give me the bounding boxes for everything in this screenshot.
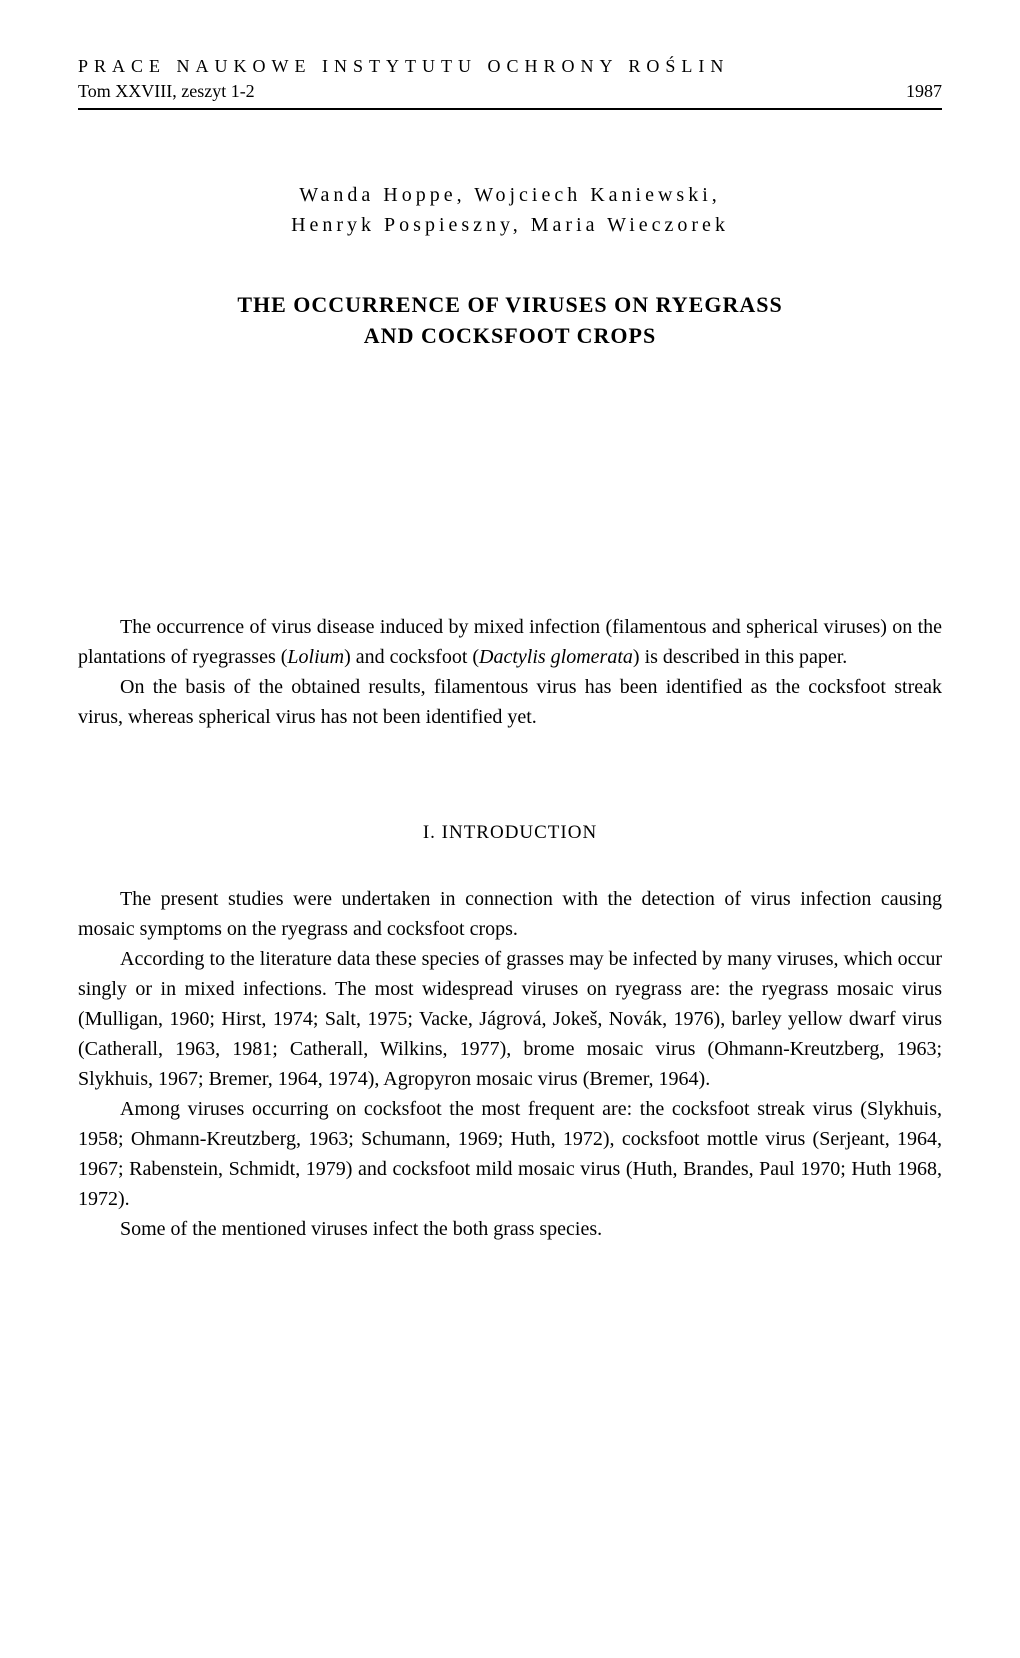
title-line-2: AND COCKSFOOT CROPS — [78, 321, 942, 352]
abstract-block: The occurrence of virus disease induced … — [78, 612, 942, 732]
title-line-1: THE OCCURRENCE OF VIRUSES ON RYEGRASS — [78, 290, 942, 321]
abstract-p1-i1: Lolium — [287, 646, 344, 668]
abstract-p2: On the basis of the obtained results, fi… — [78, 672, 942, 732]
volume-text: Tom XXVIII, zeszyt 1-2 — [78, 81, 255, 102]
year-text: 1987 — [906, 81, 942, 102]
abstract-p1-i2: Dactylis glomerata — [479, 646, 633, 668]
volume-line: Tom XXVIII, zeszyt 1-2 1987 — [78, 81, 942, 102]
abstract-p1: The occurrence of virus disease induced … — [78, 612, 942, 672]
page-container: PRACE NAUKOWE INSTYTUTU OCHRONY ROŚLIN T… — [0, 0, 1020, 1304]
authors-line-1: Wanda Hoppe, Wojciech Kaniewski, — [78, 180, 942, 210]
section-1-heading: I. INTRODUCTION — [78, 822, 942, 844]
abstract-p1-b: ) and cocksfoot ( — [344, 646, 479, 668]
section-1-p1: The present studies were undertaken in c… — [78, 884, 942, 944]
journal-name: PRACE NAUKOWE INSTYTUTU OCHRONY ROŚLIN — [78, 56, 729, 77]
authors-line-2: Henryk Pospieszny, Maria Wieczorek — [78, 210, 942, 240]
abstract-p1-c: ) is described in this paper. — [633, 646, 847, 668]
paper-title: THE OCCURRENCE OF VIRUSES ON RYEGRASS AN… — [78, 290, 942, 352]
section-1-p3: Among viruses occurring on cocksfoot the… — [78, 1094, 942, 1214]
section-1-body: The present studies were undertaken in c… — [78, 884, 942, 1244]
section-1-p4: Some of the mentioned viruses infect the… — [78, 1214, 942, 1244]
section-1-p2: According to the literature data these s… — [78, 944, 942, 1094]
header-divider — [78, 108, 942, 110]
authors-block: Wanda Hoppe, Wojciech Kaniewski, Henryk … — [78, 180, 942, 240]
journal-header: PRACE NAUKOWE INSTYTUTU OCHRONY ROŚLIN — [78, 56, 942, 77]
